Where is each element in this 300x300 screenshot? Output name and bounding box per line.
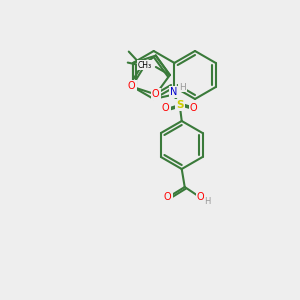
Text: O: O xyxy=(152,89,160,99)
Text: O: O xyxy=(162,103,169,113)
Text: H: H xyxy=(205,196,211,206)
Text: H: H xyxy=(179,82,186,91)
Text: CH₃: CH₃ xyxy=(138,61,152,70)
Text: S: S xyxy=(176,100,184,110)
Text: O: O xyxy=(128,81,136,91)
Text: N: N xyxy=(170,87,177,97)
Text: O: O xyxy=(197,192,205,202)
Text: O: O xyxy=(164,192,172,202)
Text: O: O xyxy=(190,103,197,113)
